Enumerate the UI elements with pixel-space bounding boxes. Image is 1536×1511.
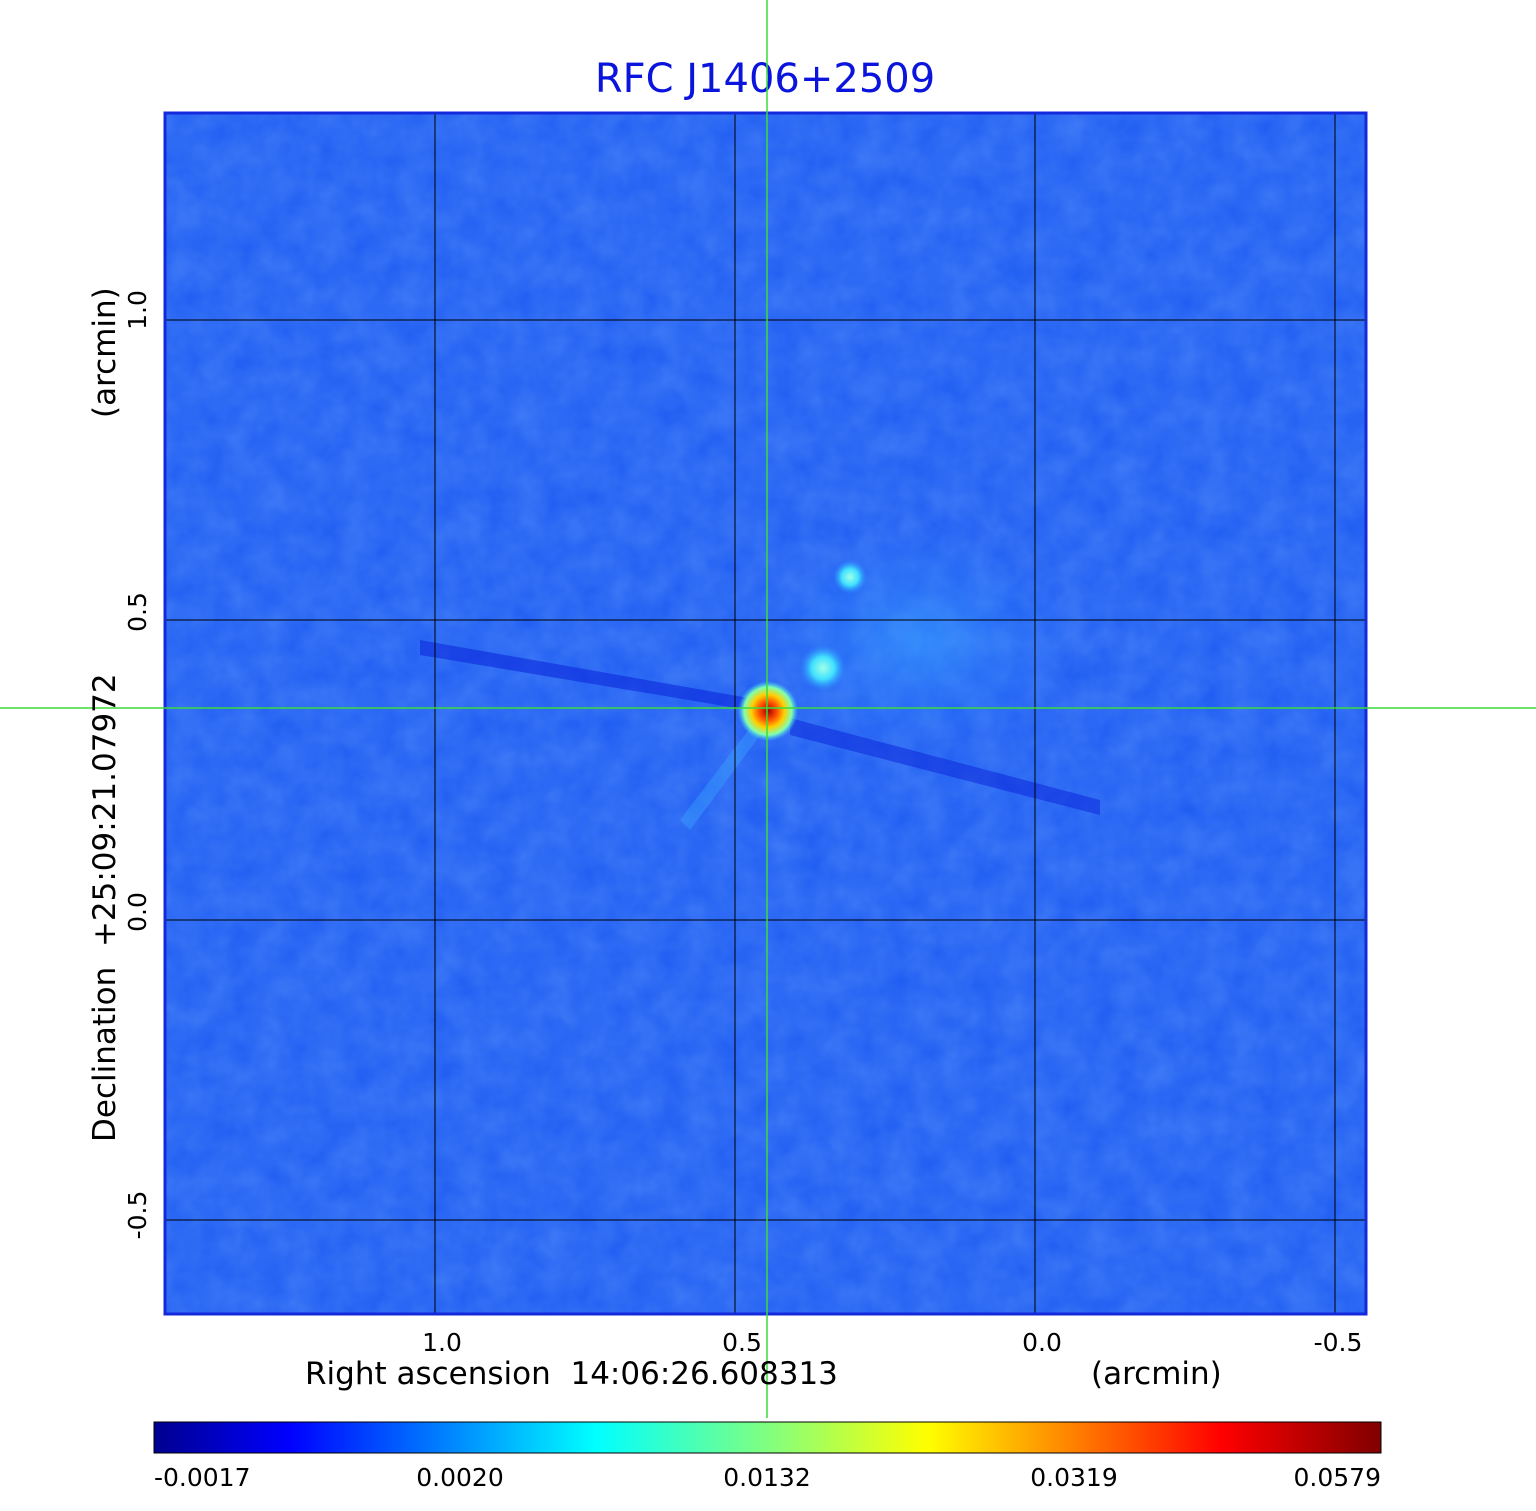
secondary-source-2 [833, 560, 867, 594]
y-axis-unit: (arcmin) [87, 287, 123, 418]
sky-image [165, 113, 1366, 1314]
x-tick-label: -0.5 [1314, 1328, 1363, 1357]
colorbar [153, 1421, 1382, 1454]
y-tick-label: -0.5 [123, 1191, 152, 1240]
x-tick-label: 0.0 [1022, 1328, 1062, 1357]
colorbar-tick-label: 0.0020 [416, 1463, 503, 1492]
y-tick-label: 0.0 [123, 892, 152, 932]
diffuse-emission [760, 530, 1080, 750]
coordinate-grid [165, 113, 1366, 1314]
y-axis-label: Declination +25:09:21.07972 [87, 673, 123, 1142]
bright-stripe [680, 715, 770, 830]
x-axis-ticks: 1.0 0.5 0.0 -0.5 [422, 1328, 1362, 1357]
y-axis-ticks: 1.0 0.5 0.0 -0.5 [123, 290, 152, 1239]
secondary-source-1 [800, 645, 846, 691]
y-tick-label: 0.5 [123, 592, 152, 632]
crosshair [0, 0, 1536, 1418]
image-frame [163, 111, 1368, 1316]
x-axis-label: Right ascension 14:06:26.608313 [305, 1356, 838, 1392]
core-source [738, 681, 798, 741]
y-tick-label: 1.0 [123, 290, 152, 330]
colorbar-ticks: -0.0017 0.0020 0.0132 0.0319 0.0579 [154, 1463, 1381, 1492]
image-title: RFC J1406+2509 [595, 56, 935, 102]
x-tick-label: 0.5 [722, 1328, 762, 1357]
dark-stripe-right [790, 718, 1100, 815]
x-tick-label: 1.0 [422, 1328, 462, 1357]
colorbar-tick-label: 0.0579 [1294, 1463, 1381, 1492]
dark-stripe-left [420, 640, 760, 712]
x-axis-unit: (arcmin) [1091, 1356, 1222, 1392]
colorbar-tick-label: -0.0017 [154, 1463, 251, 1492]
colorbar-tick-label: 0.0132 [723, 1463, 810, 1492]
colorbar-tick-label: 0.0319 [1030, 1463, 1117, 1492]
